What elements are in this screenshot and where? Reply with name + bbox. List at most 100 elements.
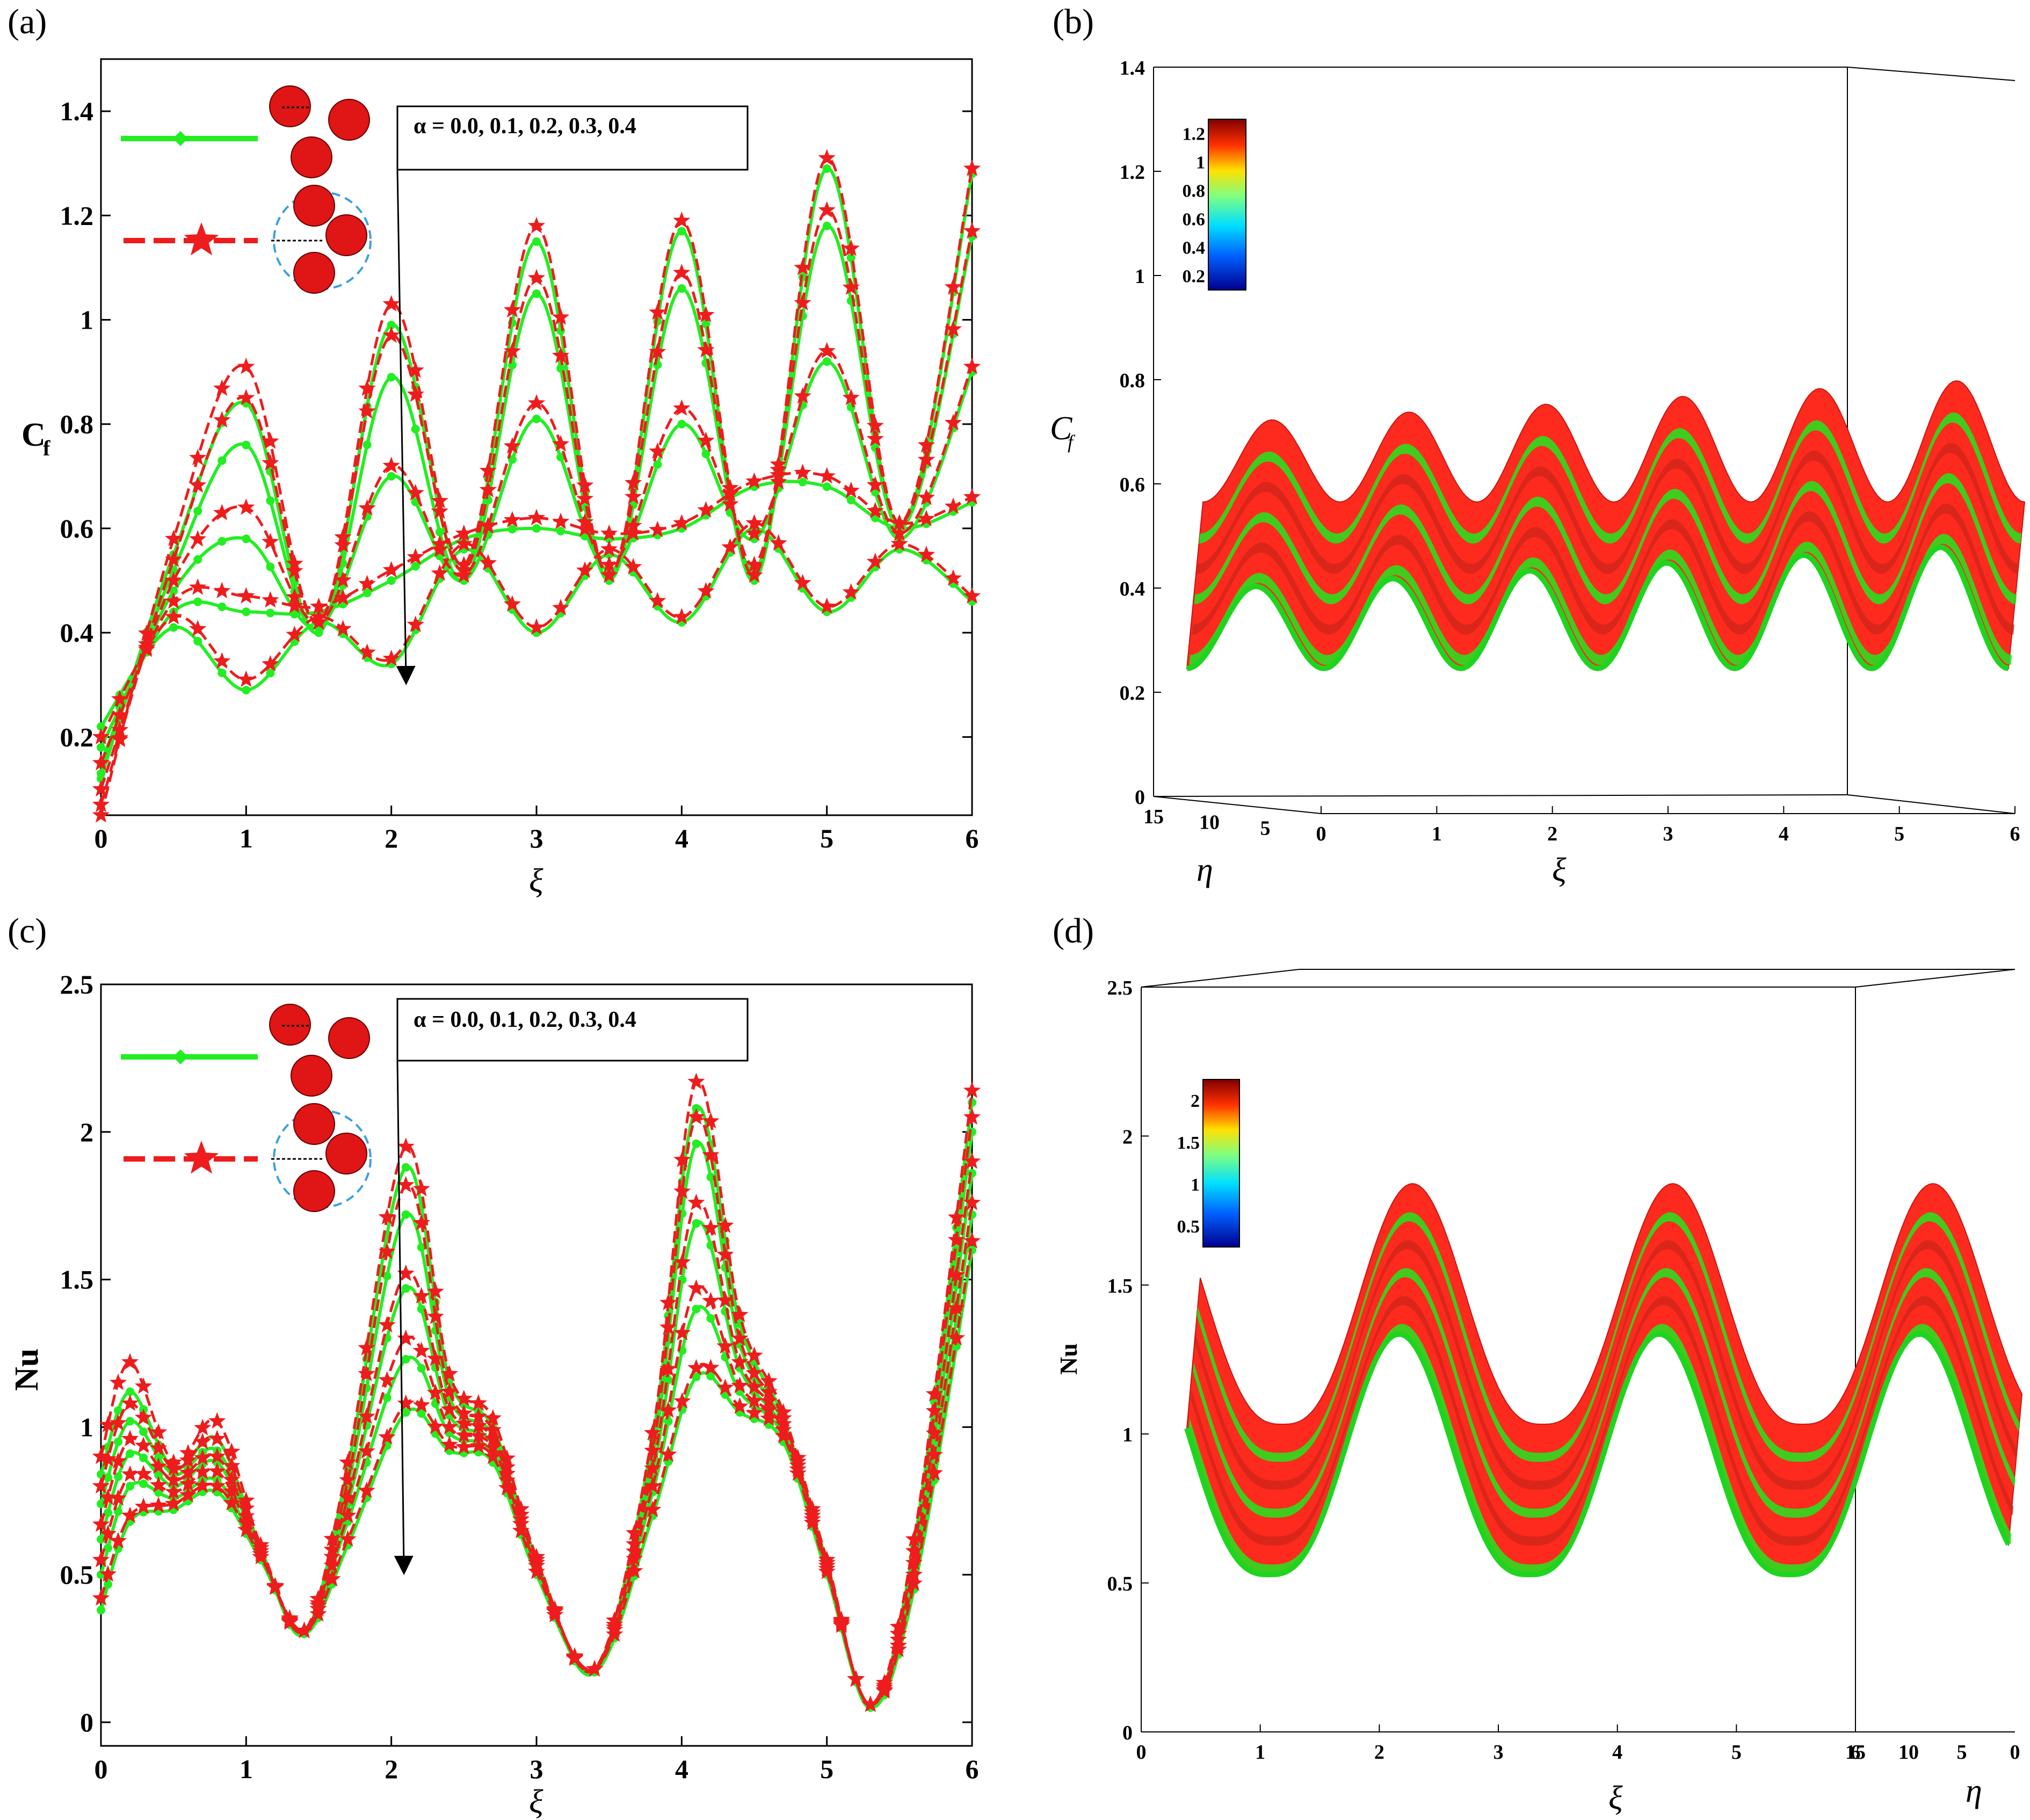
panel-a-xtick-label: 2 <box>385 823 398 853</box>
panel-c-series-point <box>716 1291 734 1308</box>
panel-c-series-point <box>626 1535 643 1552</box>
panel-c-ytick-label: 0.5 <box>60 1560 94 1590</box>
panel-a-series-point <box>290 610 299 619</box>
panel-c-series-point <box>109 1414 127 1431</box>
panel-b-ytick-label: 1 <box>1135 265 1145 288</box>
panel-c-series-point <box>947 1329 966 1346</box>
panel-c-series-point <box>179 1444 197 1461</box>
panel-c-series-point <box>905 1574 923 1591</box>
panel-b-ytick-label: 1.4 <box>1120 57 1146 79</box>
panel-c-annotation-box <box>396 998 749 1062</box>
panel-c-xlabel: ξ <box>529 1783 543 1820</box>
panel-c-series-point <box>716 1337 734 1354</box>
panel-c-series-point <box>847 1670 865 1687</box>
panel-c-series-point <box>412 1287 430 1304</box>
panel-c-series-point <box>323 1529 341 1547</box>
panel-c-series-point <box>109 1489 127 1506</box>
panel-c-series-point <box>223 1493 241 1511</box>
panel-a-series-point <box>286 626 303 642</box>
panel-a-series-point <box>770 534 787 551</box>
panel-c-series-point <box>745 1377 763 1395</box>
panel-a-series-point <box>745 514 763 531</box>
panel-a-series-point <box>286 562 303 579</box>
panel-a-series-point <box>92 795 110 813</box>
panel-c-series-point <box>237 1507 255 1524</box>
panel-c-series-point <box>378 1428 396 1445</box>
panel-c-series-point <box>644 1477 662 1494</box>
panel-a-series-point <box>266 608 275 618</box>
panel-a-series-point <box>649 343 666 359</box>
panel-c-series-point <box>339 1489 357 1506</box>
panel-d-xtick-label: 2 <box>1374 1741 1384 1764</box>
panel-a-series-point <box>387 472 396 481</box>
panel-a-series-point <box>697 341 715 358</box>
panel-a-series-point <box>382 649 400 666</box>
panel-c-series-point <box>440 1435 458 1453</box>
panel-c-xtick-label: 4 <box>675 1754 688 1784</box>
panel-c-series-point <box>179 1451 197 1468</box>
panel-c-series-point <box>963 1193 981 1210</box>
panel-a-series-point <box>97 743 105 752</box>
panel-a-series-point <box>963 159 981 176</box>
panel-c-series-point <box>692 1372 701 1381</box>
panel-a-series-point <box>334 620 352 637</box>
panel-c-series-point <box>397 1329 415 1346</box>
panel-a-series-point <box>137 639 156 656</box>
panel-a-series-point <box>677 284 686 293</box>
panel-d-xtick-label: 3 <box>1494 1741 1504 1764</box>
panel-a-series-point <box>242 607 251 617</box>
panel-c-series-point <box>134 1437 153 1453</box>
panel-a-series-point <box>237 587 255 604</box>
panel-c-series-point <box>109 1452 127 1469</box>
panel-c-series-point <box>114 1406 123 1415</box>
panel-c-series-point <box>97 1535 105 1544</box>
panel-a-series-point <box>213 582 231 599</box>
panel-c-series-point <box>382 1272 392 1281</box>
panel-a-series-point <box>237 498 255 515</box>
panel-c-series-point <box>702 1112 720 1129</box>
panel-b-xtick-label: 2 <box>1547 823 1557 845</box>
panel-c-series-point <box>179 1486 197 1503</box>
panel-c-series-point <box>358 1481 375 1498</box>
panel-a-series-point <box>503 342 521 359</box>
panel-c-series-point <box>702 1292 720 1309</box>
panel-c-series-point <box>165 1471 183 1488</box>
panel-a-series-point <box>237 357 255 374</box>
panel-b-colorbar-tick-label: 0.8 <box>1183 182 1206 201</box>
panel-c-series-point <box>673 1324 691 1340</box>
panel-a-series-point <box>111 721 129 738</box>
panel-a-xtick-label: 6 <box>966 823 979 853</box>
panel-a-ytick-label: 1.2 <box>60 200 94 230</box>
panel-a-series-point <box>866 502 884 519</box>
panel-c-series-point <box>266 1577 284 1593</box>
panel-c-series-point <box>716 1378 734 1395</box>
panel-a-series-point <box>673 212 691 228</box>
panel-c-ytick-label: 2 <box>80 1117 93 1147</box>
panel-c-series-point <box>745 1391 763 1409</box>
panel-a-series-point <box>818 149 836 166</box>
panel-a-ytick-label: 0.8 <box>60 409 94 439</box>
panel-c-series-point <box>803 1500 821 1517</box>
panel-b-ytick-label: 0.6 <box>1120 474 1146 496</box>
panel-c-series-point <box>401 1284 410 1293</box>
panel-c-series-point <box>692 1139 701 1148</box>
panel-c-series-point <box>716 1245 734 1263</box>
panel-a-series-point <box>846 253 856 263</box>
panel-c-series-point <box>963 1232 981 1249</box>
panel-a-series-point <box>169 623 178 632</box>
panel-a-legend-particle-icon <box>328 99 370 141</box>
panel-c-series-point <box>702 1219 720 1236</box>
panel-c-series-point <box>484 1409 502 1426</box>
panel-c-series-point <box>134 1497 153 1514</box>
panel-a-series-point <box>266 496 275 505</box>
panel-c-series-point <box>223 1482 241 1499</box>
panel-c-series-point <box>208 1447 226 1464</box>
panel-b-ytick-label: 0.8 <box>1120 369 1146 392</box>
panel-c-series-point <box>760 1383 778 1400</box>
panel-c-series-point <box>150 1496 168 1513</box>
panel-a-series-point <box>697 431 715 448</box>
panel-c-annotation-text: α = 0.0, 0.1, 0.2, 0.3, 0.4 <box>414 1007 636 1032</box>
panel-c-series-point <box>252 1536 270 1553</box>
panel-a-series-point <box>407 548 424 565</box>
